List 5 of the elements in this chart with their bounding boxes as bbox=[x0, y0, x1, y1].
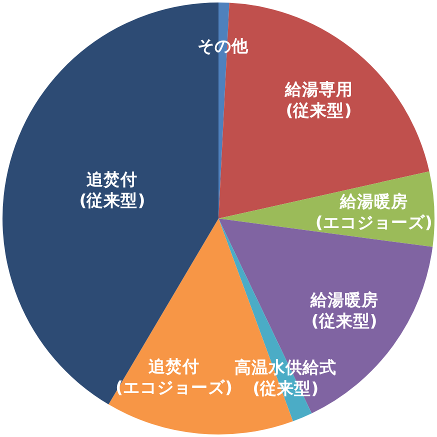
slice-label: 追焚付 (従来型) bbox=[79, 170, 146, 210]
slice-label: 追焚付 (エコジョーズ) bbox=[115, 356, 233, 397]
slice-label: 給湯暖房 (エコジョーズ) bbox=[315, 192, 432, 232]
slice-label: 給湯専用 (従来型) bbox=[284, 80, 353, 120]
slice-label: 給湯暖房 (従来型) bbox=[309, 290, 378, 330]
